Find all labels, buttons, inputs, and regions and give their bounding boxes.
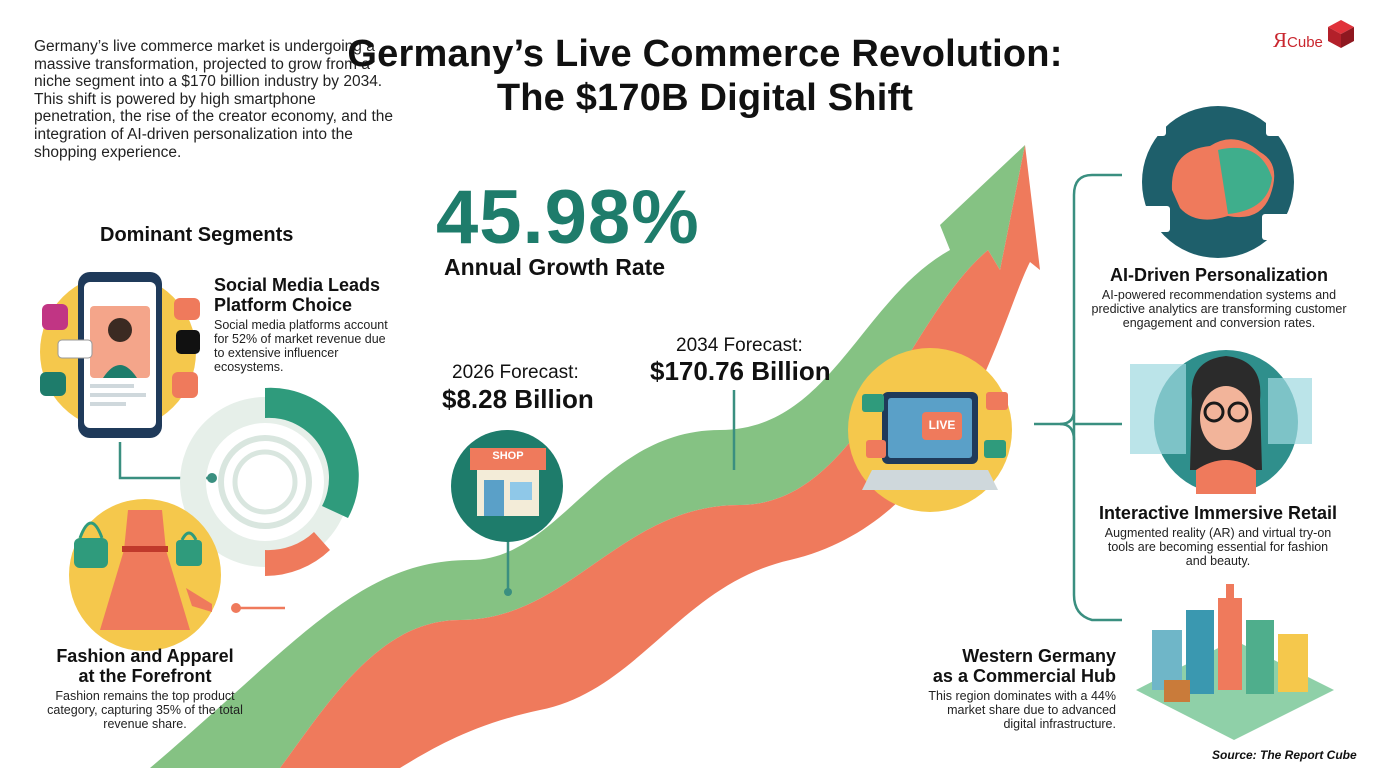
title-line-1: Germany’s Live Commerce Revolution:: [347, 33, 1063, 75]
trend-ai-title: AI-Driven Personalization: [1109, 265, 1329, 285]
donut-social-segment: [265, 387, 359, 518]
social-media-block: Social Media Leads Platform Choice Socia…: [214, 275, 404, 374]
title-line-2: The $170B Digital Shift: [496, 77, 914, 119]
ai-brain-illustration: [1140, 106, 1294, 258]
social-description: Social media platforms account for 52% o…: [214, 318, 388, 374]
intro-paragraph: Germany’s live commerce market is underg…: [34, 38, 394, 161]
forecast-2034-value: $170.76 Billion: [650, 356, 831, 386]
shop-sign: SHOP: [492, 450, 524, 462]
growth-rate-value: 45.98%: [436, 175, 700, 260]
trend-ai-personalization: AI-Driven Personalization AI-powered rec…: [1088, 264, 1350, 330]
shop-illustration: [451, 430, 563, 542]
segment-donut-chart: [180, 387, 359, 577]
source-credit: Source: The Report Cube: [1212, 748, 1357, 762]
logo: ЯCube: [1273, 28, 1323, 53]
fashion-title-line-1: Fashion and Apparel: [56, 646, 234, 666]
trend-western-title-line-1: Western Germany: [962, 646, 1116, 666]
fashion-block: Fashion and Apparel at the Forefront Fas…: [40, 646, 250, 731]
social-title-line-1: Social Media Leads: [214, 275, 381, 295]
trend-immersive-title: Interactive Immersive Retail: [1098, 503, 1338, 523]
green-growth-arrow: [150, 145, 1025, 768]
live-stream-illustration: [848, 348, 1012, 512]
live-sign: LIVE: [928, 418, 956, 432]
forecast-2026-value: $8.28 Billion: [442, 384, 594, 414]
logo-cube-icon: [1328, 20, 1354, 48]
forecast-2034-label: 2034 Forecast:: [676, 335, 803, 356]
page-title: Germany’s Live Commerce Revolution: The …: [300, 32, 1110, 120]
fashion-illustration: [69, 499, 221, 651]
donut-fashion-segment: [265, 532, 330, 577]
logo-mark: Я: [1273, 28, 1288, 52]
trend-western-description: This region dominates with a 44% market …: [928, 689, 1116, 731]
logo-text: Cube: [1287, 34, 1323, 51]
social-media-illustration: [40, 272, 200, 438]
trend-ai-description: AI-powered recommendation systems and pr…: [1091, 288, 1347, 330]
trend-western-germany: Western Germany as a Commercial Hub This…: [916, 646, 1116, 731]
ar-woman-illustration: [1130, 350, 1312, 494]
dominant-segments-heading: Dominant Segments: [100, 224, 294, 246]
fashion-description: Fashion remains the top product category…: [47, 689, 243, 731]
trend-immersive-description: Augmented reality (AR) and virtual try-o…: [1104, 526, 1332, 568]
growth-rate-label: Annual Growth Rate: [444, 254, 666, 280]
trend-western-title-line-2: as a Commercial Hub: [932, 666, 1116, 686]
forecast-2026-label: 2026 Forecast:: [452, 362, 579, 383]
city-illustration: [1136, 584, 1334, 740]
trend-immersive-retail: Interactive Immersive Retail Augmented r…: [1098, 502, 1338, 568]
fashion-title-line-2: at the Forefront: [78, 666, 212, 686]
social-title-line-2: Platform Choice: [214, 295, 353, 315]
